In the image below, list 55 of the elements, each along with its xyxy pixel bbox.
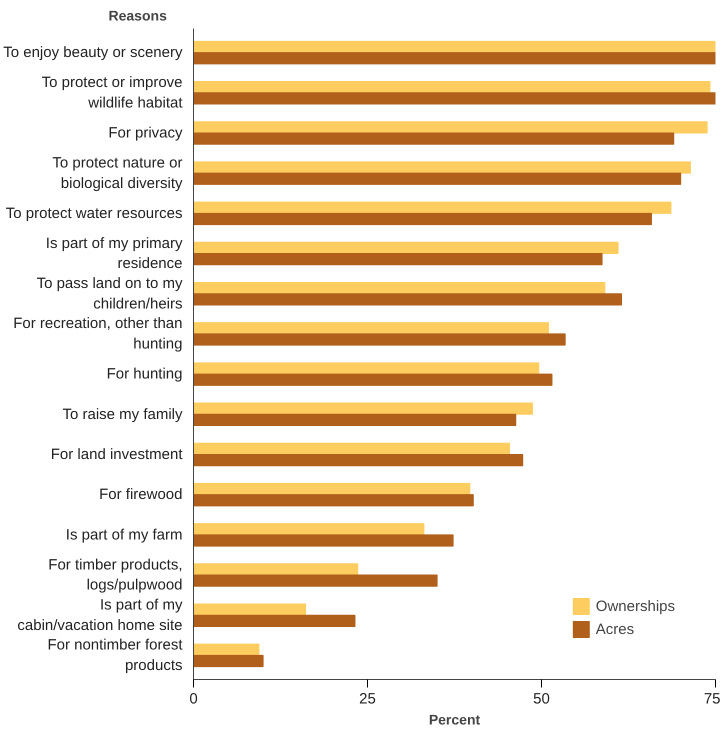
bar — [194, 563, 358, 576]
bar — [194, 132, 674, 145]
x-tick-label: 75 — [704, 690, 721, 708]
bar — [194, 81, 710, 94]
bar — [194, 482, 470, 496]
y-axis-title: Reasons — [108, 8, 168, 24]
y-tick-label: For hunting — [106, 366, 183, 383]
bar — [194, 121, 708, 134]
bar — [194, 212, 652, 226]
x-tick-label: 25 — [359, 690, 376, 708]
bar — [194, 644, 260, 656]
bar — [194, 574, 438, 587]
bar — [194, 414, 516, 426]
bar — [194, 534, 454, 547]
bar — [194, 172, 682, 185]
bar — [194, 322, 549, 334]
bar — [194, 654, 264, 668]
y-tick-label: To protect nature or biological diversity — [52, 154, 183, 192]
y-tick-label: For firewood — [99, 486, 183, 504]
bar — [194, 454, 524, 466]
bar — [194, 523, 424, 536]
legend-label: Ownerships — [596, 598, 675, 614]
bar — [194, 494, 474, 506]
bar — [194, 253, 603, 266]
y-tick-label: To protect or improve wildlife habitat — [42, 74, 184, 112]
y-tick-label: For recreation, other than hunting — [13, 315, 183, 353]
bar — [194, 40, 716, 54]
y-tick-label: For timber products, logs/pulpwood — [48, 556, 183, 594]
y-tick-label: Is part of my farm — [66, 526, 183, 544]
bar — [194, 374, 552, 386]
y-tick-label: To enjoy beauty or scenery — [3, 44, 183, 62]
y-tick-label: Is part of my cabin/vacation home site — [17, 596, 183, 634]
bar — [194, 614, 356, 627]
bar — [194, 293, 622, 306]
y-tick-label: To protect water resources — [6, 204, 183, 222]
y-tick-label: Is part of my primary residence — [46, 234, 183, 272]
y-tick-label: For nontimber forest products — [47, 636, 184, 674]
bar — [194, 52, 716, 64]
bar — [194, 202, 672, 214]
bar — [194, 362, 540, 375]
bar — [194, 161, 691, 174]
bar — [194, 442, 510, 455]
x-axis-title: Percent — [428, 712, 481, 728]
y-tick-label: To pass land on to my children/heirs — [36, 275, 183, 312]
y-tick-label: For privacy — [108, 124, 183, 142]
bar — [194, 92, 716, 105]
y-tick-label: To raise my family — [62, 406, 183, 423]
x-tick-label: 50 — [533, 690, 550, 708]
y-tick-label: For land investment — [50, 446, 184, 463]
bar — [194, 402, 533, 415]
bar — [194, 282, 606, 294]
bar — [194, 242, 619, 254]
x-tick-label: 0 — [189, 690, 198, 708]
bar — [194, 333, 566, 346]
legend-label: Acres — [596, 620, 634, 638]
